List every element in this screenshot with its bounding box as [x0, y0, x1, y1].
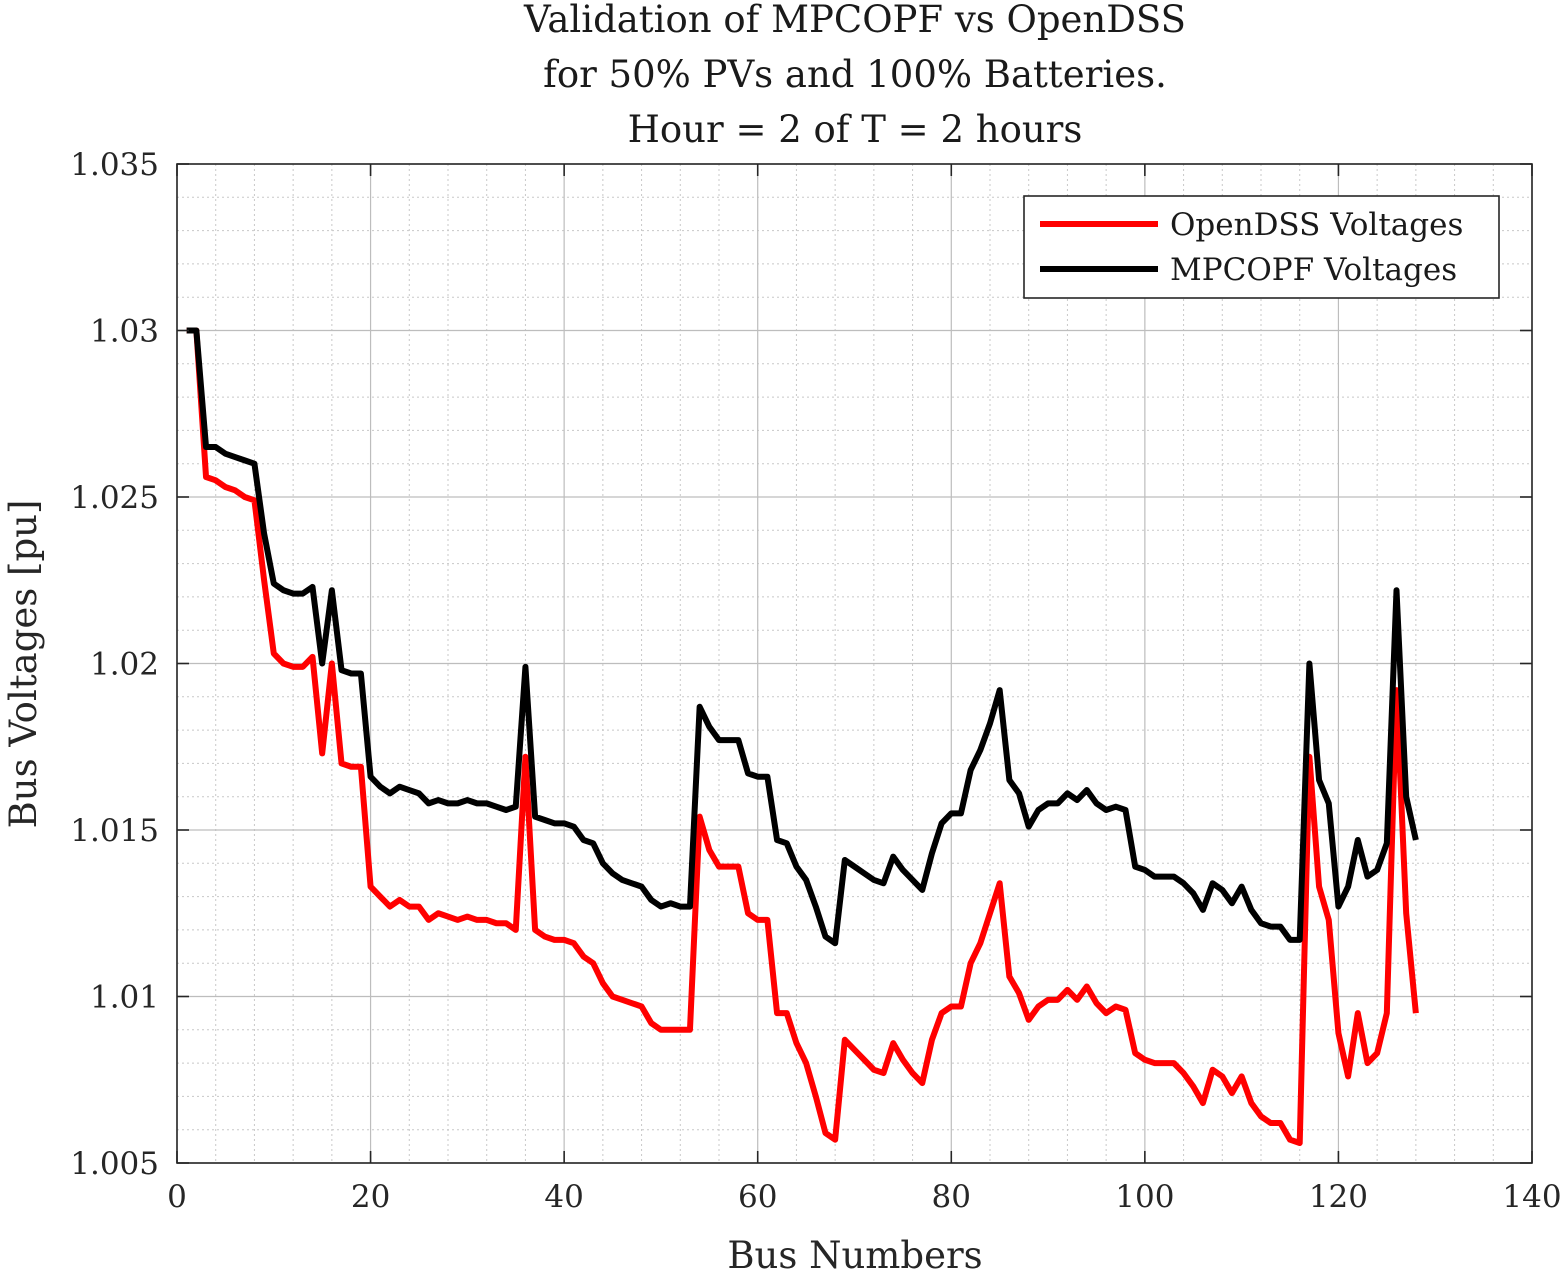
y-axis-label: Bus Voltages [pu] [2, 500, 45, 829]
x-tick-label: 100 [1115, 1179, 1174, 1215]
legend-label-mpcopf: MPCOPF Voltages [1170, 252, 1457, 288]
opendss-voltage-line [186, 327, 1419, 1147]
chart-title: Validation of MPCOPF vs OpenDSS for 50% … [523, 0, 1186, 151]
tick-marks [176, 163, 1533, 1164]
x-tick-label: 120 [1309, 1179, 1368, 1215]
x-tick-label: 60 [738, 1179, 777, 1215]
y-tick-label: 1.035 [70, 147, 159, 183]
x-tick-label: 20 [351, 1179, 390, 1215]
x-tick-label: 140 [1502, 1179, 1561, 1215]
x-tick-label: 40 [544, 1179, 583, 1215]
y-tick-label: 1.03 [90, 314, 159, 350]
chart-title-line-3: Hour = 2 of T = 2 hours [628, 108, 1083, 151]
x-tick-label: 80 [932, 1179, 971, 1215]
y-tick-label: 1.015 [70, 813, 159, 849]
legend-box [1023, 195, 1500, 299]
y-tick-label: 1.02 [90, 647, 159, 683]
legend: OpenDSS Voltages MPCOPF Voltages [1023, 195, 1500, 299]
y-tick-label: 1.025 [70, 480, 159, 516]
series-lines [186, 327, 1419, 1147]
chart-title-line-2: for 50% PVs and 100% Batteries. [543, 53, 1167, 96]
chart-title-line-1: Validation of MPCOPF vs OpenDSS [523, 0, 1186, 41]
mpcopf-voltage-line [186, 327, 1419, 947]
y-tick-label: 1.01 [90, 980, 159, 1016]
x-tick-label: 0 [167, 1179, 187, 1215]
y-tick-label: 1.005 [70, 1146, 159, 1182]
legend-label-opendss: OpenDSS Voltages [1170, 207, 1463, 243]
y-tick-labels: 1.005 1.01 1.015 1.02 1.025 1.03 1.035 [70, 147, 159, 1182]
x-axis-label: Bus Numbers [727, 1234, 982, 1274]
x-tick-labels: 0 20 40 60 80 100 120 140 [167, 1179, 1561, 1215]
